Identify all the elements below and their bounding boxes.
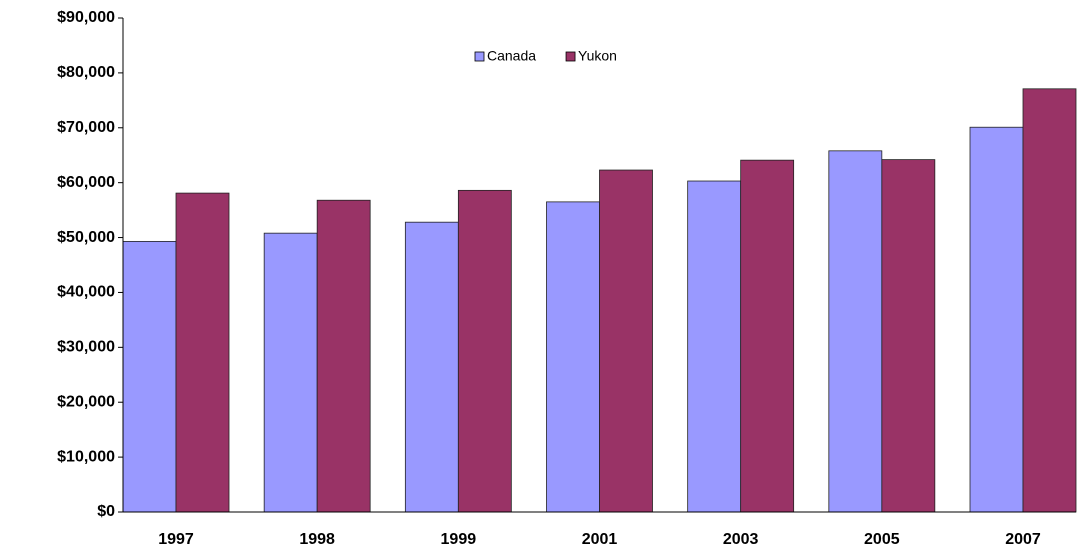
bar (687, 180, 742, 513)
bar (316, 199, 371, 513)
bar (881, 159, 936, 513)
bar (263, 232, 318, 513)
y-tick-label: $0 (97, 503, 115, 520)
y-tick-label: $80,000 (57, 64, 115, 81)
x-tick-label: 1998 (299, 531, 335, 548)
y-tick-label: $90,000 (57, 9, 115, 26)
x-tick-label: 1999 (441, 531, 477, 548)
bar (599, 169, 653, 513)
bar (175, 192, 230, 513)
legend-swatch (474, 51, 485, 62)
bar (969, 126, 1024, 513)
x-tick-label: 2003 (723, 531, 759, 548)
bar (1022, 88, 1077, 513)
bar (122, 240, 177, 513)
bar (404, 221, 459, 513)
bar (546, 201, 600, 513)
legend-label: Yukon (578, 48, 617, 64)
y-tick-label: $60,000 (57, 174, 115, 191)
legend-swatch (565, 51, 576, 62)
x-tick-label: 1997 (158, 531, 194, 548)
x-tick-label: 2001 (582, 531, 618, 548)
y-tick-label: $70,000 (57, 119, 115, 136)
y-tick-label: $40,000 (57, 284, 115, 301)
bar (828, 150, 883, 513)
y-tick-label: $50,000 (57, 229, 115, 246)
x-tick-label: 2005 (864, 531, 900, 548)
bar (457, 189, 512, 513)
legend-label: Canada (487, 48, 536, 64)
y-tick-label: $10,000 (57, 448, 115, 465)
x-tick-label: 2007 (1005, 531, 1041, 548)
bar (740, 159, 795, 513)
y-tick-label: $30,000 (57, 339, 115, 356)
y-tick-label: $20,000 (57, 393, 115, 410)
